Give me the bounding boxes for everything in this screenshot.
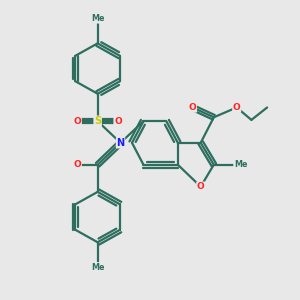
Text: Me: Me	[91, 14, 104, 23]
Text: O: O	[74, 117, 81, 126]
Text: O: O	[74, 160, 81, 169]
Text: Me: Me	[234, 160, 247, 169]
Text: S: S	[94, 116, 101, 126]
Text: O: O	[233, 103, 241, 112]
Text: O: O	[197, 182, 205, 191]
Text: O: O	[114, 117, 122, 126]
Text: O: O	[189, 103, 196, 112]
Text: Me: Me	[91, 262, 104, 272]
Text: N: N	[116, 138, 124, 148]
